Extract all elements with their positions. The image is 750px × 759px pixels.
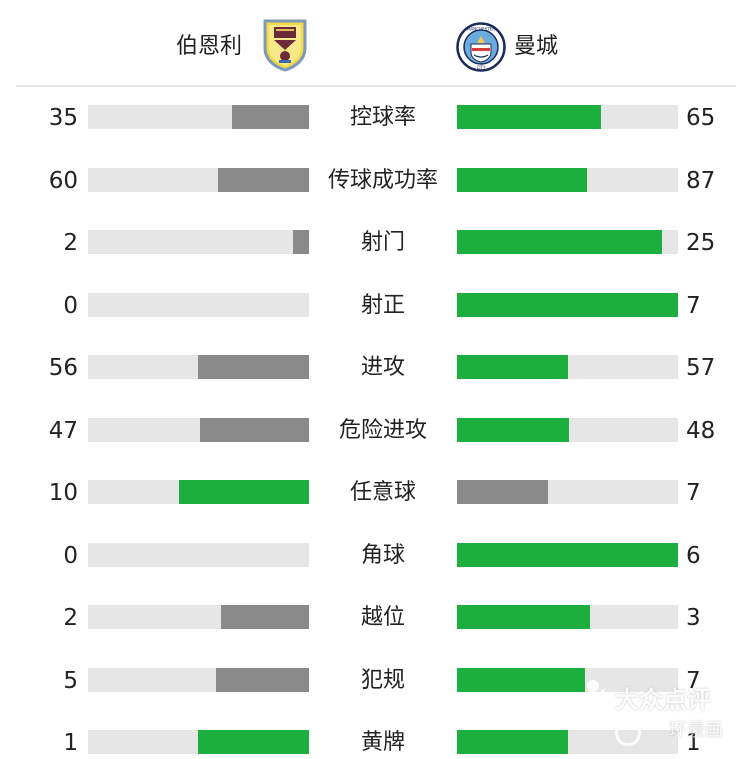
home-stat-value: 60 <box>48 168 78 194</box>
away-stat-bar <box>457 480 678 504</box>
home-stat-value: 1 <box>63 730 78 756</box>
home-team-name: 伯恩利 <box>176 34 243 59</box>
crest-text-top: MANCHESTER <box>467 27 495 32</box>
away-stat-value: 48 <box>686 418 716 444</box>
away-stat-bar-fill <box>457 230 662 254</box>
away-stat-value: 3 <box>686 605 701 631</box>
home-stat-bar <box>88 730 309 754</box>
away-stat-bar-fill <box>457 668 585 692</box>
away-stat-bar-fill <box>457 105 601 129</box>
stat-label: 犯规 <box>360 668 405 693</box>
away-stat-bar-fill <box>457 293 678 317</box>
away-stat-bar-fill <box>457 168 587 192</box>
crest-text-bottom: CITY <box>477 65 486 70</box>
away-stat-bar-fill <box>457 543 678 567</box>
stat-row: 2 射门 25 <box>0 229 750 257</box>
home-stat-bar-fill <box>232 105 309 129</box>
home-stat-bar-fill <box>200 418 309 442</box>
home-stat-value: 35 <box>48 105 78 131</box>
match-header: 伯恩利 MANCHESTER CITY 曼城 <box>0 0 750 86</box>
stat-row: 0 角球 6 <box>0 542 750 570</box>
home-stat-bar <box>88 418 309 442</box>
home-stat-bar-fill <box>198 730 309 754</box>
home-stat-bar-fill <box>216 668 309 692</box>
home-stat-value: 47 <box>48 418 78 444</box>
stat-row: 2 越位 3 <box>0 604 750 632</box>
away-stat-value: 7 <box>686 293 701 319</box>
stat-label: 控球率 <box>349 105 416 130</box>
home-stat-bar-fill <box>221 605 309 629</box>
home-stat-bar <box>88 605 309 629</box>
home-stat-bar <box>88 293 309 317</box>
stat-row: 60 传球成功率 87 <box>0 167 750 195</box>
home-stat-bar <box>88 230 309 254</box>
home-stat-bar <box>88 105 309 129</box>
home-stat-value: 10 <box>48 480 78 506</box>
stat-label: 危险进攻 <box>338 418 427 443</box>
home-stat-value: 0 <box>63 293 78 319</box>
away-team-name: 曼城 <box>514 34 559 59</box>
home-stat-value: 5 <box>63 668 78 694</box>
stat-row: 35 控球率 65 <box>0 104 750 132</box>
home-stat-bar <box>88 543 309 567</box>
stat-row: 10 任意球 7 <box>0 479 750 507</box>
stat-row: 47 危险进攻 48 <box>0 417 750 445</box>
stat-label: 传球成功率 <box>327 168 438 193</box>
home-stat-value: 0 <box>63 543 78 569</box>
away-stat-value: 87 <box>686 168 716 194</box>
stat-row: 1 黄牌 1 <box>0 729 750 757</box>
header-divider <box>16 85 736 87</box>
away-stat-value: 57 <box>686 355 716 381</box>
stat-row: 0 射正 7 <box>0 292 750 320</box>
man-city-crest-icon: MANCHESTER CITY <box>456 22 506 72</box>
home-stat-bar <box>88 168 309 192</box>
home-stat-bar-fill <box>179 480 309 504</box>
away-stat-bar-fill <box>457 480 548 504</box>
home-stat-bar-fill <box>218 168 309 192</box>
stat-label: 进攻 <box>360 355 405 380</box>
stat-label: 任意球 <box>349 480 416 505</box>
home-stat-bar-fill <box>293 230 309 254</box>
away-stat-bar <box>457 730 678 754</box>
home-stat-bar <box>88 668 309 692</box>
stat-label: 角球 <box>360 543 405 568</box>
home-stat-value: 2 <box>63 230 78 256</box>
stat-row: 56 进攻 57 <box>0 354 750 382</box>
away-stat-bar <box>457 668 678 692</box>
away-stat-bar-fill <box>457 605 590 629</box>
stat-row: 5 犯规 7 <box>0 667 750 695</box>
away-stat-bar-fill <box>457 730 568 754</box>
stat-label: 射正 <box>360 293 405 318</box>
away-stat-bar <box>457 543 678 567</box>
stat-label: 黄牌 <box>360 730 405 755</box>
home-stat-bar <box>88 355 309 379</box>
away-stat-bar <box>457 355 678 379</box>
away-stat-bar-fill <box>457 418 569 442</box>
away-stat-bar-fill <box>457 355 568 379</box>
away-stat-value: 65 <box>686 105 716 131</box>
away-stat-value: 25 <box>686 230 716 256</box>
away-stat-value: 1 <box>686 730 701 756</box>
stat-label: 射门 <box>360 230 405 255</box>
away-stat-bar <box>457 168 678 192</box>
away-stat-bar <box>457 293 678 317</box>
away-stat-value: 7 <box>686 480 701 506</box>
home-stat-bar <box>88 480 309 504</box>
away-stat-value: 6 <box>686 543 701 569</box>
away-stat-value: 7 <box>686 668 701 694</box>
away-stat-bar <box>457 105 678 129</box>
away-stat-bar <box>457 230 678 254</box>
home-stat-value: 56 <box>48 355 78 381</box>
home-stat-value: 2 <box>63 605 78 631</box>
home-stat-bar-fill <box>198 355 309 379</box>
burnley-crest-icon <box>263 19 307 72</box>
stat-label: 越位 <box>360 605 405 630</box>
away-stat-bar <box>457 418 678 442</box>
away-stat-bar <box>457 605 678 629</box>
